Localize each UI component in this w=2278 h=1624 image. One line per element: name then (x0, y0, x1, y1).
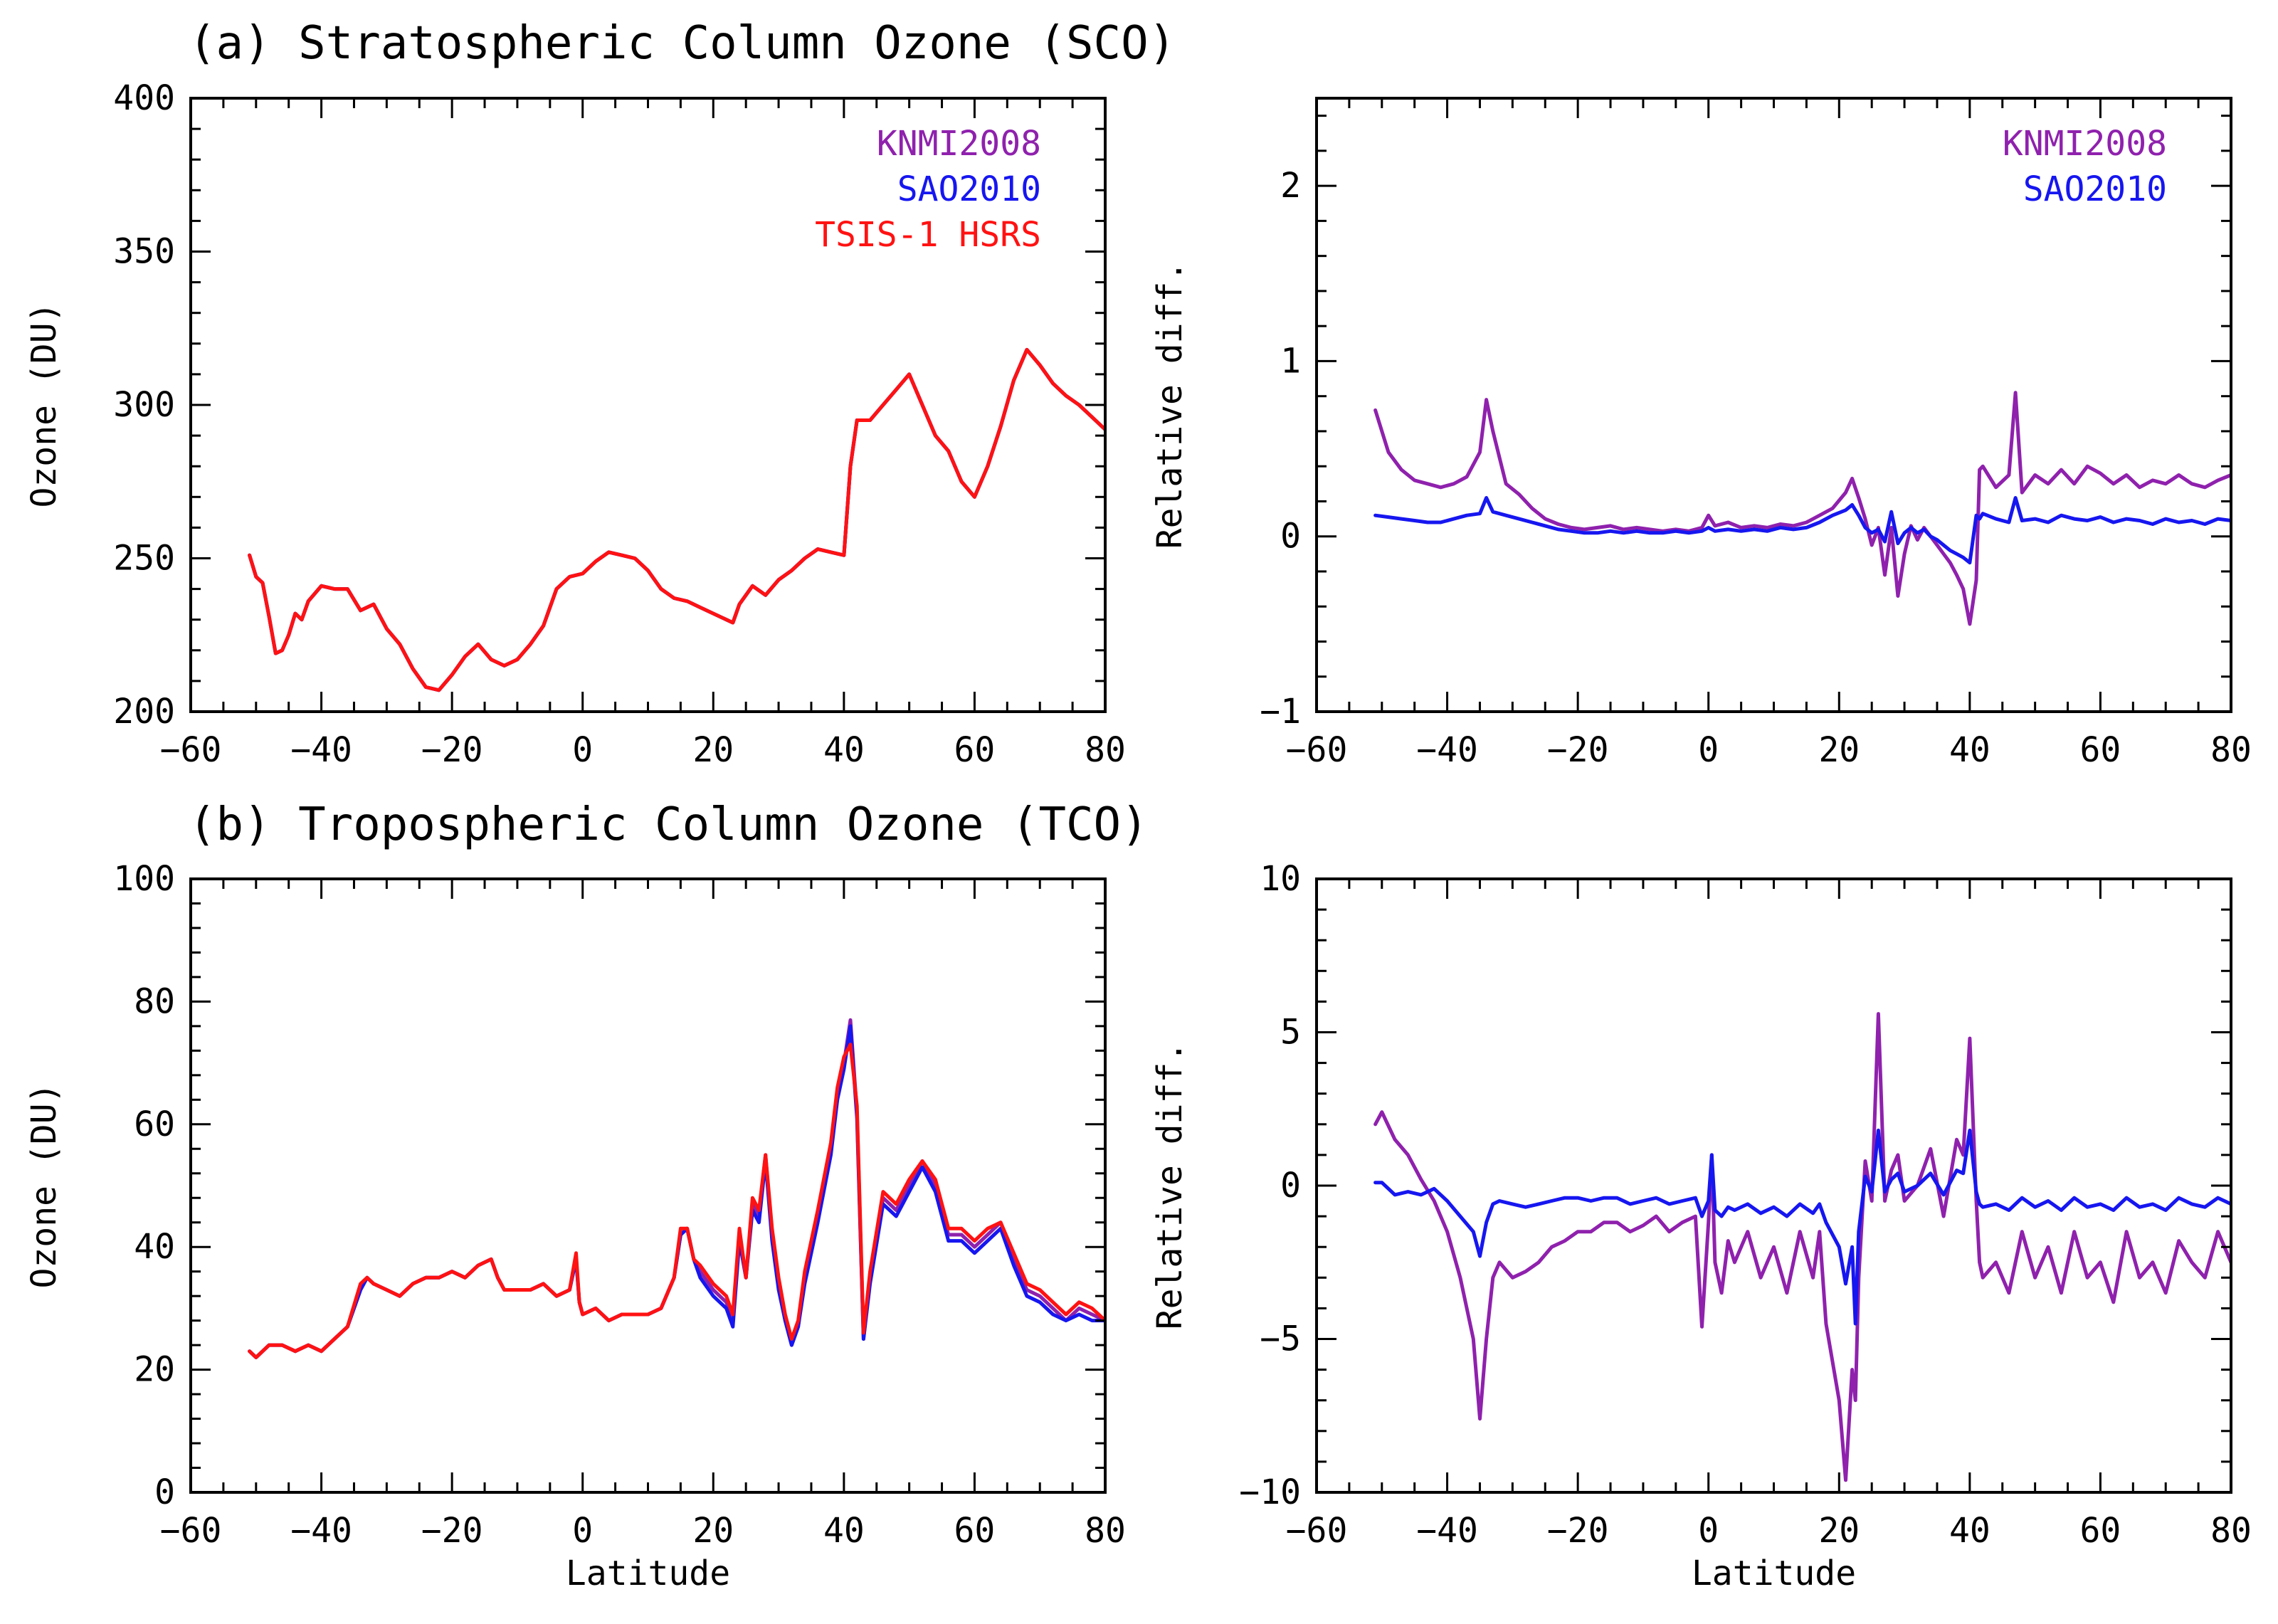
x-tick-label: −40 (1416, 1511, 1478, 1551)
x-tick-label: 60 (954, 730, 996, 770)
series-line-knmi2008 (1373, 391, 2231, 626)
x-tick-label: 60 (2080, 1511, 2121, 1551)
x-tick-label: 20 (1818, 730, 1860, 770)
y-tick-label: 20 (134, 1350, 175, 1390)
y-tick-label: 0 (154, 1472, 175, 1512)
x-tick-label: 0 (572, 730, 593, 770)
x-tick-label: 20 (1818, 1511, 1860, 1551)
x-tick-label: 0 (1698, 730, 1719, 770)
y-tick-label: −5 (1260, 1319, 1301, 1359)
x-tick-label: −60 (1286, 1511, 1348, 1551)
x-tick-label: 40 (823, 730, 865, 770)
y-tick-label: 10 (1260, 859, 1301, 899)
x-tick-label: 0 (572, 1511, 593, 1551)
x-tick-label: −60 (160, 1511, 222, 1551)
legend-entry: TSIS-1 HSRS (815, 215, 1041, 255)
y-tick-label: 250 (113, 539, 175, 579)
y-axis-label: Relative diff. (1150, 1042, 1190, 1330)
series-line-sao2010 (1373, 1128, 2231, 1326)
y-tick-label: 40 (134, 1227, 175, 1267)
x-tick-label: 0 (1698, 1511, 1719, 1551)
legend-entry: KNMI2008 (877, 124, 1041, 164)
legend-entry: SAO2010 (2023, 169, 2167, 209)
x-tick-label: 60 (2080, 730, 2121, 770)
y-axis-label: Ozone (DU) (24, 302, 64, 508)
y-tick-label: 1 (1280, 341, 1301, 381)
x-tick-label: 40 (1949, 730, 1990, 770)
x-tick-label: −60 (1286, 730, 1348, 770)
x-tick-label: −40 (290, 1511, 352, 1551)
plot-frame (189, 877, 1107, 1494)
series-line-knmi2008 (248, 1018, 1105, 1359)
y-tick-label: 100 (113, 859, 175, 899)
y-tick-label: −10 (1239, 1472, 1301, 1512)
series-line-knmi2008 (248, 347, 1105, 692)
y-tick-label: 400 (113, 78, 175, 118)
x-tick-label: 80 (2210, 730, 2252, 770)
series-line-sao2010 (248, 347, 1105, 692)
y-tick-label: 0 (1280, 1166, 1301, 1206)
x-tick-label: −40 (1416, 730, 1478, 770)
legend-entry: SAO2010 (897, 169, 1041, 209)
x-tick-label: 40 (1949, 1511, 1990, 1551)
y-tick-label: 60 (134, 1104, 175, 1144)
y-tick-label: 300 (113, 385, 175, 425)
series-line-tsis-1-hsrs (248, 347, 1105, 692)
chart-tco-absolute: −60 −40 −20 0 20 40 60 80 0 20 40 60 80 100 Ozone (DU)… (24, 859, 1126, 1593)
x-tick-label: 20 (692, 1511, 734, 1551)
series-line-knmi2008 (1373, 1012, 2231, 1482)
x-tick-label: −20 (421, 1511, 483, 1551)
x-tick-label: −20 (1547, 1511, 1609, 1551)
y-axis-label: Ozone (DU) (24, 1083, 64, 1289)
section-b-title: (b) Tropospheric Column Ozone (TCO) (189, 798, 1149, 851)
chart-sco-absolute: −60 −40 −20 0 20 40 60 80 200 250 300 350 400 Ozone (… (24, 78, 1126, 770)
y-tick-label: 200 (113, 692, 175, 732)
series-line-sao2010 (248, 1024, 1105, 1359)
x-tick-label: −40 (290, 730, 352, 770)
x-tick-label: −60 (160, 730, 222, 770)
chart-sco-relative-diff: −60 −40 −20 0 20 40 60 80 −1 0 1 2 Relative diff. KNM… (1150, 97, 2252, 770)
x-tick-label: −20 (1547, 730, 1609, 770)
y-axis-label: Relative diff. (1150, 261, 1190, 549)
y-tick-label: 0 (1280, 517, 1301, 557)
x-axis-label: Latitude (566, 1554, 730, 1593)
x-tick-label: 80 (1085, 1511, 1126, 1551)
plot-frame (1315, 877, 2232, 1494)
x-tick-label: 80 (2210, 1511, 2252, 1551)
y-tick-label: −1 (1260, 692, 1301, 732)
y-tick-label: 2 (1280, 166, 1301, 206)
series-line-tsis-1-hsrs (248, 1043, 1105, 1359)
y-tick-label: 350 (113, 232, 175, 272)
y-tick-label: 80 (134, 981, 175, 1021)
x-tick-label: −20 (421, 730, 483, 770)
series-line-sao2010 (1373, 496, 2231, 565)
y-tick-label: 5 (1280, 1013, 1301, 1053)
x-tick-label: 40 (823, 1511, 865, 1551)
chart-tco-relative-diff: −60 −40 −20 0 20 40 60 80 −10 −5 0 5 10 Relative diff… (1150, 859, 2252, 1593)
x-axis-label: Latitude (1692, 1554, 1856, 1593)
x-tick-label: 20 (692, 730, 734, 770)
legend-entry: KNMI2008 (2003, 124, 2167, 164)
section-a-title: (a) Stratospheric Column Ozone (SCO) (189, 17, 1176, 70)
x-tick-label: 80 (1085, 730, 1126, 770)
x-tick-label: 60 (954, 1511, 996, 1551)
